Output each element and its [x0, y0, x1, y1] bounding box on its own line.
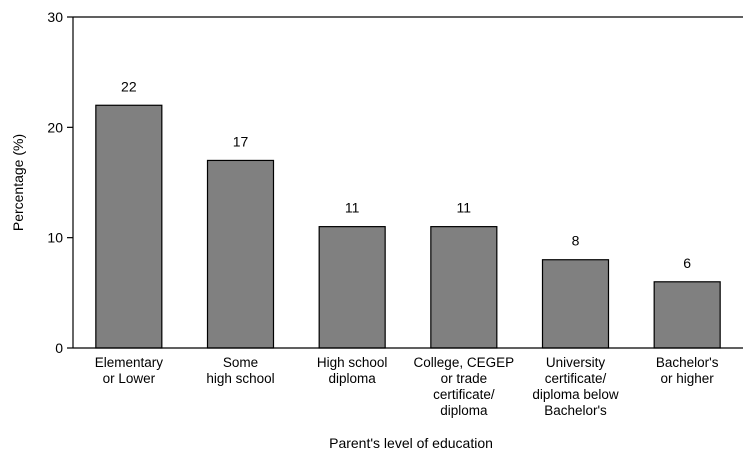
x-tick-label: High school diploma	[317, 355, 388, 386]
x-tick-label: Elementary or Lower	[95, 355, 164, 386]
bars	[95, 104, 721, 349]
bar	[653, 281, 721, 349]
x-axis-title: Parent's level of education	[329, 435, 493, 451]
x-tick-label: Bachelor's or higher	[656, 355, 719, 386]
data-label: 6	[683, 255, 691, 271]
bar	[541, 259, 610, 349]
y-axis-title: Percentage (%)	[10, 134, 26, 231]
y-axis-ticks: 0 10 20 30	[47, 9, 73, 356]
category-labels: Elementary or Lower Some high school High sc…	[95, 355, 719, 418]
data-label: 11	[457, 200, 472, 216]
data-label: 17	[233, 133, 249, 149]
x-tick-label: College, CEGEP or trade certificate/diplom…	[414, 355, 515, 418]
y-tick-label: 20	[47, 119, 63, 135]
data-labels: 22 17 11 11 8 6	[121, 78, 691, 271]
x-tick-label: University certificate/diploma below Bache…	[532, 355, 619, 418]
y-tick-label: 0	[55, 340, 63, 356]
data-label: 8	[572, 233, 580, 249]
y-tick-label: 10	[47, 230, 63, 246]
x-tick-label: Some high school	[206, 355, 274, 386]
y-tick-label: 30	[47, 9, 63, 25]
data-label: 11	[345, 200, 360, 216]
bar	[206, 159, 275, 349]
data-label: 22	[121, 78, 137, 94]
bar	[430, 226, 498, 349]
bar	[318, 226, 386, 349]
bar	[95, 104, 163, 349]
